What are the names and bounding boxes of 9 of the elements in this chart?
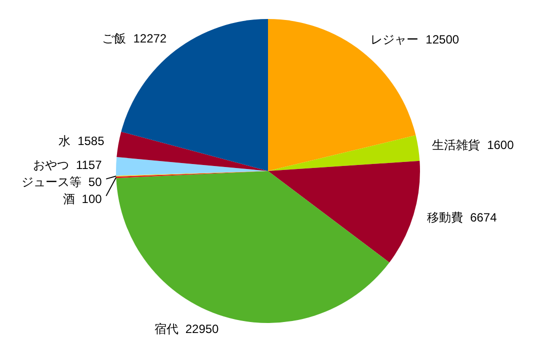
slice-label: 移動費 bbox=[427, 210, 464, 225]
slice-label: ご飯 bbox=[102, 31, 126, 46]
slice-label: 宿代 bbox=[154, 322, 178, 336]
slice-label: ジュース等 bbox=[21, 175, 82, 190]
slice-label: 酒 bbox=[62, 192, 75, 206]
slice-label: 生活雑貨 bbox=[432, 138, 480, 152]
slice-label: レジャー bbox=[370, 32, 419, 47]
slice-label: おやつ bbox=[32, 158, 69, 172]
slice-label: 水 bbox=[58, 134, 71, 148]
